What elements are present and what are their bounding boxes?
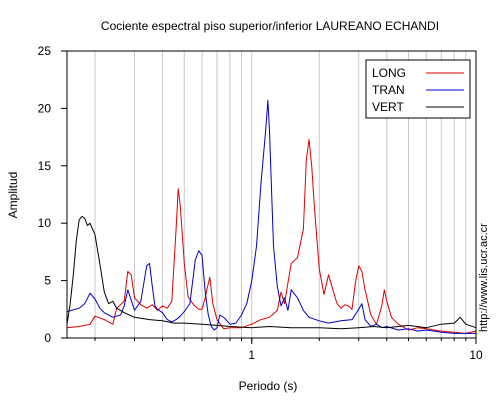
y-tick-label: 20 [38, 101, 52, 115]
legend-label-long: LONG [372, 66, 406, 80]
y-tick-label: 25 [38, 44, 52, 58]
y-tick-label: 15 [38, 159, 52, 173]
y-axis-label: Amplitud [6, 172, 20, 219]
legend-label-tran: TRAN [372, 83, 405, 97]
source-url: http://www.lis.ucr.ac.cr [478, 223, 490, 332]
series-line-vert [66, 215, 477, 330]
y-tick-label: 10 [38, 216, 52, 230]
x-tick-label: 1 [248, 348, 255, 362]
y-tick-label: 0 [44, 331, 51, 345]
legend-box [365, 59, 471, 119]
x-tick-label: 10 [469, 348, 483, 362]
series-line-long [66, 138, 477, 334]
series-lines [66, 99, 477, 334]
axes: 0 5 10 15 20 25 1 10 [38, 44, 483, 362]
x-axis-label: Periodo (s) [239, 379, 298, 393]
chart-title: Cociente espectral piso superior/inferio… [101, 19, 439, 33]
y-tick-label: 5 [44, 274, 51, 288]
plot-frame [66, 50, 477, 339]
series-line-tran [66, 99, 476, 334]
legend: LONG TRAN VERT [365, 59, 471, 119]
legend-label-vert: VERT [372, 100, 404, 114]
